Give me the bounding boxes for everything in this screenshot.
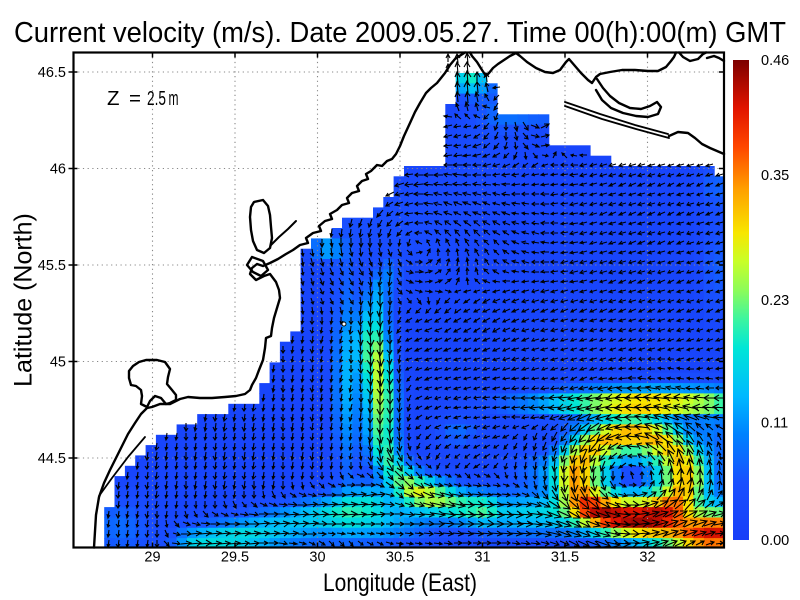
svg-text:30.5: 30.5: [386, 550, 414, 566]
svg-text:31: 31: [474, 550, 490, 566]
svg-text:46: 46: [50, 162, 66, 178]
svg-text:0.35: 0.35: [761, 168, 789, 184]
svg-text:Longitude (East): Longitude (East): [323, 569, 477, 597]
svg-text:29: 29: [144, 550, 160, 566]
svg-text:=: =: [129, 87, 141, 110]
svg-text:0.00: 0.00: [761, 533, 789, 549]
svg-text:31.5: 31.5: [551, 550, 579, 566]
svg-text:45: 45: [50, 355, 66, 371]
svg-text:Current velocity (m/s). Date 2: Current velocity (m/s). Date 2009.05.27.…: [14, 17, 786, 49]
svg-text:29.5: 29.5: [221, 550, 249, 566]
svg-text:Latitude (North): Latitude (North): [10, 213, 38, 387]
svg-text:m: m: [169, 87, 179, 110]
svg-text:2.5: 2.5: [147, 87, 166, 110]
svg-text:0.11: 0.11: [761, 416, 788, 432]
svg-text:46.5: 46.5: [38, 65, 66, 81]
svg-text:45.5: 45.5: [38, 258, 66, 274]
svg-text:44.5: 44.5: [38, 451, 66, 467]
svg-text:0.23: 0.23: [761, 293, 789, 309]
svg-text:30: 30: [309, 550, 325, 566]
svg-text:0.46: 0.46: [761, 53, 789, 69]
svg-text:32: 32: [639, 550, 655, 566]
svg-text:Z: Z: [107, 87, 120, 110]
